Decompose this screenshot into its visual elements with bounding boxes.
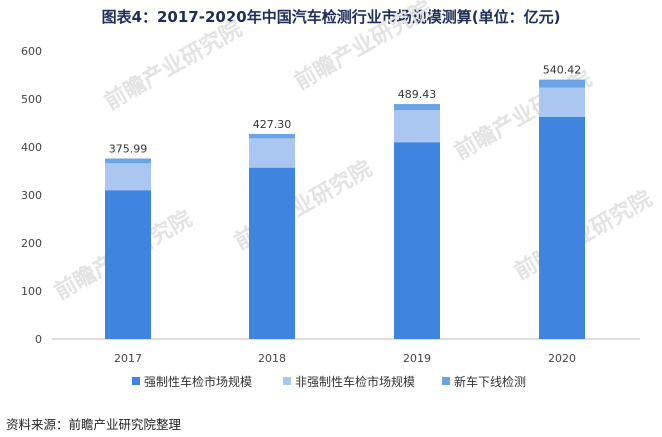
- total-data-label: 427.30: [253, 118, 292, 131]
- x-tick-label: 2017: [114, 352, 142, 365]
- bar-segment: [105, 190, 151, 339]
- watermark-text: 前瞻产业研究院: [100, 16, 246, 116]
- bar-segment: [539, 79, 585, 88]
- total-data-label: 540.42: [543, 64, 582, 77]
- bar-segment: [539, 87, 585, 117]
- x-tick-label: 2018: [258, 352, 286, 365]
- y-tick-label: 600: [21, 45, 42, 58]
- bar-segment: [249, 138, 295, 168]
- bar-segment: [394, 110, 440, 143]
- bar-segment: [539, 116, 585, 339]
- legend-swatch: [132, 377, 140, 385]
- chart-title: 图表4：2017-2020年中国汽车检测行业市场规模测算(单位：亿元): [101, 8, 561, 26]
- bar-segment: [249, 133, 295, 139]
- legend: 强制性车检市场规模 非强制性车检市场规模 新车下线检测: [132, 374, 526, 389]
- y-tick-label: 500: [21, 93, 42, 106]
- y-tick-label: 400: [21, 141, 42, 154]
- watermark-text: 前瞻产业研究院: [290, 0, 436, 95]
- x-tick-label: 2020: [548, 352, 576, 365]
- bar-segment: [394, 142, 440, 339]
- total-data-label: 489.43: [398, 88, 437, 101]
- bar-segment: [105, 163, 151, 191]
- legend-label: 新车下线检测: [454, 374, 526, 389]
- legend-swatch: [442, 377, 450, 385]
- source-note: 资料来源：前瞻产业研究院整理: [6, 417, 182, 432]
- total-data-label: 375.99: [109, 143, 148, 156]
- y-tick-label: 0: [35, 333, 42, 346]
- y-tick-label: 200: [21, 237, 42, 250]
- bars: 375.99 427.30 489.43 540.42: [105, 64, 585, 339]
- x-tick-label: 2019: [403, 352, 431, 365]
- y-tick-label: 100: [21, 285, 42, 298]
- bar-segment: [249, 167, 295, 339]
- legend-label: 非强制性车检市场规模: [295, 374, 415, 389]
- bar-segment: [105, 158, 151, 164]
- legend-swatch: [283, 377, 291, 385]
- y-tick-label: 300: [21, 189, 42, 202]
- legend-label: 强制性车检市场规模: [144, 374, 252, 389]
- bar-segment: [394, 104, 440, 111]
- axes: 0 100 200 300 400 500 600 2017 2018 2019 2020: [21, 45, 640, 365]
